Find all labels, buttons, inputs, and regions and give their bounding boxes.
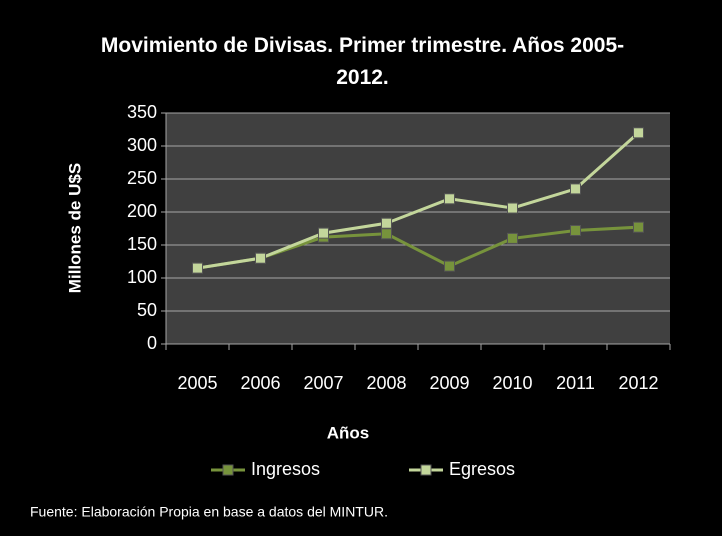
marker [444,193,455,205]
marker [222,464,234,476]
marker [633,221,644,233]
x-tick-label: 2010 [492,373,532,393]
y-tick-label: 200 [127,201,157,221]
x-tick-label: 2009 [429,373,469,393]
marker [381,228,392,240]
source-note: Fuente: Elaboración Propia en base a dat… [30,504,388,520]
y-tick-label: 150 [127,234,157,254]
x-tick-label: 2012 [618,373,658,393]
marker [570,183,581,195]
marker [381,217,392,229]
marker [633,127,644,139]
marker [318,227,329,239]
marker [507,202,518,214]
legend-label: Ingresos [251,459,320,479]
marker [444,260,455,272]
y-tick-label: 300 [127,135,157,155]
x-axis-label: Años [327,423,370,442]
series-line [197,131,640,270]
x-tick-label: 2007 [303,373,343,393]
marker [507,232,518,244]
x-tick-label: 2006 [240,373,280,393]
y-tick-label: 0 [147,333,157,353]
marker [420,464,432,476]
x-tick-label: 2008 [366,373,406,393]
marker [255,252,266,264]
legend-label: Egresos [449,459,515,479]
y-tick-label: 350 [127,102,157,122]
y-tick-label: 50 [137,300,157,320]
y-tick-label: 250 [127,168,157,188]
marker [192,262,203,274]
y-tick-label: 100 [127,267,157,287]
marker [570,224,581,236]
chart-title: Movimiento de Divisas. Primer trimestre.… [100,34,625,89]
y-axis-label: Millones de U$S [65,163,84,293]
x-tick-label: 2005 [177,373,217,393]
x-tick-label: 2011 [556,373,595,393]
